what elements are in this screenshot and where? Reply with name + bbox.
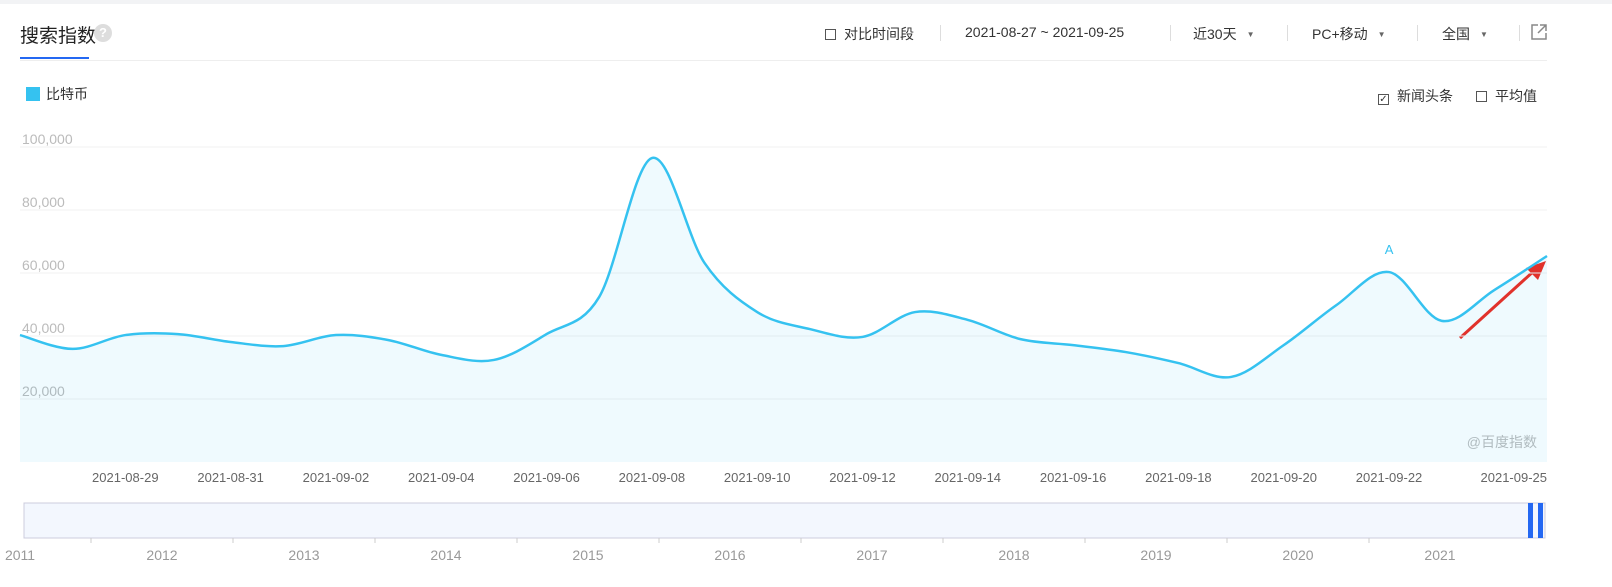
brush-handle[interactable]: [1538, 503, 1543, 538]
timeline-label: 2011: [5, 547, 35, 563]
timeline-label: 2020: [1282, 547, 1313, 563]
device-select[interactable]: PC+移动 ▼: [1312, 24, 1386, 44]
x-tick-label: 2021-09-20: [1250, 470, 1317, 485]
timeline-label: 2021: [1424, 547, 1455, 563]
y-tick-label: 100,000: [22, 131, 73, 147]
line: [19, 156, 1548, 379]
compare-toggle[interactable]: 对比时间段: [825, 24, 914, 44]
compare-label: 对比时间段: [844, 26, 914, 42]
legend-label: 比特币: [46, 86, 88, 102]
x-tick-label: 2021-09-12: [829, 470, 896, 485]
x-tick-label: 2021-09-08: [619, 470, 686, 485]
timeline-label: 2014: [430, 547, 461, 563]
header-divider: [20, 60, 1547, 61]
checkbox[interactable]: [1476, 91, 1487, 102]
device-label: PC+移动: [1312, 26, 1368, 42]
legend-swatch: [26, 87, 40, 101]
help-icon[interactable]: ?: [94, 24, 112, 42]
y-tick-label: 20,000: [22, 383, 65, 399]
plot-area: [20, 120, 1547, 462]
separator: [1287, 25, 1288, 41]
average-toggle[interactable]: 平均值: [1476, 86, 1537, 106]
timeline-label: 2012: [146, 547, 177, 563]
timeline-label: 2018: [998, 547, 1029, 563]
top-strip: [0, 0, 1612, 4]
date-range[interactable]: 2021-08-27 ~ 2021-09-25: [965, 24, 1125, 40]
x-tick-label: 2021-08-29: [92, 470, 159, 485]
x-tick-label: 2021-09-16: [1040, 470, 1107, 485]
news-label: 新闻头条: [1397, 88, 1453, 104]
timeline-brush[interactable]: [23, 502, 1546, 539]
caret: ▼: [1246, 30, 1255, 39]
checkbox[interactable]: [825, 29, 836, 40]
annotation: A: [1385, 242, 1394, 257]
average-label: 平均值: [1495, 88, 1537, 104]
legend: 比特币: [26, 84, 88, 104]
y-tick-label: 40,000: [22, 320, 65, 336]
watermark: @百度指数: [1467, 434, 1537, 450]
x-tick-label: 2021-09-06: [513, 470, 580, 485]
tab-title[interactable]: 搜索指数: [20, 26, 97, 47]
area: [20, 157, 1547, 462]
timeline-label: 2017: [856, 547, 887, 563]
region-label: 全国: [1442, 26, 1470, 42]
tab-underline: [20, 57, 89, 59]
brush-handle[interactable]: [1528, 503, 1533, 538]
period-select[interactable]: 近30天 ▼: [1193, 24, 1255, 44]
x-tick-label: 2021-09-10: [724, 470, 791, 485]
x-tick-label: 2021-09-18: [1145, 470, 1212, 485]
y-tick-label: 80,000: [22, 194, 65, 210]
x-tick-label: 2021-09-04: [408, 470, 475, 485]
caret: ▼: [1377, 30, 1386, 39]
checkbox-checked[interactable]: ✓: [1378, 94, 1389, 105]
separator: [940, 25, 941, 41]
separator: [1417, 25, 1418, 41]
region-select[interactable]: 全国 ▼: [1442, 24, 1488, 44]
x-tick-label: 2021-09-25: [1481, 470, 1548, 485]
timeline-label: 2013: [288, 547, 319, 563]
x-tick-label: 2021-09-02: [303, 470, 370, 485]
timeline-label: 2016: [714, 547, 745, 563]
news-toggle[interactable]: ✓ 新闻头条: [1378, 86, 1453, 106]
x-tick-label: 2021-08-31: [197, 470, 264, 485]
annotation-arrowhead: [1526, 261, 1546, 280]
period-label: 近30天: [1193, 26, 1237, 42]
separator: [1519, 25, 1520, 41]
x-tick-label: 2021-09-22: [1356, 470, 1423, 485]
caret: ▼: [1480, 30, 1488, 39]
export-icon[interactable]: [1530, 23, 1548, 41]
x-tick-label: 2021-09-14: [935, 470, 1002, 485]
timeline-label: 2015: [572, 547, 603, 563]
y-tick-label: 60,000: [22, 257, 65, 273]
annotation-arrow: [1458, 268, 1537, 340]
separator: [1170, 25, 1171, 41]
timeline-label: 2019: [1140, 547, 1171, 563]
